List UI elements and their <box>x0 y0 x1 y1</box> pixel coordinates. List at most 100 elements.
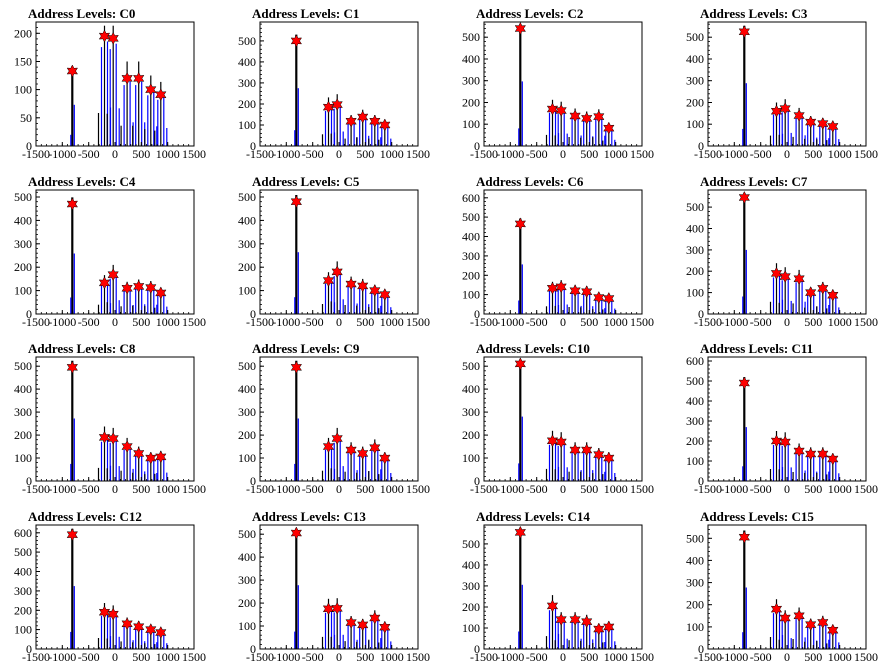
y-tick-label: 200 <box>238 260 256 274</box>
y-tick-label: 400 <box>686 553 704 567</box>
y-tick-label: 0 <box>26 642 32 656</box>
peak-marker <box>133 279 145 293</box>
panel-title: Address Levels: C4 <box>28 174 136 189</box>
panel-13: Address Levels: C13 0 100 200 300 400 500 -1500… <box>238 509 430 664</box>
plot-frame <box>483 356 643 482</box>
x-tick-label: -1000 <box>496 315 524 329</box>
panel-11: Address Levels: C11 0 100 200 300 400 500 600 -1… <box>686 341 878 496</box>
y-tick-label: 300 <box>238 573 256 587</box>
panel-title: Address Levels: C10 <box>476 341 590 356</box>
y-tick-label: 0 <box>698 307 704 321</box>
panel-12: Address Levels: C12 0 100 200 300 400 500 600 -1… <box>14 509 206 664</box>
peak-marker <box>581 443 593 457</box>
x-tick-label: -500 <box>526 650 548 664</box>
x-tick-label: 1500 <box>182 147 206 161</box>
x-tick-label: 500 <box>804 650 822 664</box>
y-tick-label: 600 <box>686 354 704 368</box>
y-tick-label: 200 <box>14 26 32 40</box>
y-tick-label: 300 <box>462 74 480 88</box>
y-tick-label: 200 <box>14 428 32 442</box>
peak-marker <box>145 280 157 295</box>
panel-15: Address Levels: C15 0 100 200 300 400 500 -1500… <box>686 509 878 664</box>
x-tick-label: -500 <box>526 315 548 329</box>
panel-title: Address Levels: C3 <box>700 6 808 21</box>
x-tick-label: -500 <box>750 482 772 496</box>
panel-title: Address Levels: C14 <box>476 509 590 524</box>
x-tick-label: 1500 <box>630 482 654 496</box>
x-tick-label: -1500 <box>246 650 274 664</box>
x-tick-label: 1500 <box>406 650 430 664</box>
peak-marker <box>98 430 111 444</box>
y-tick-label: 600 <box>14 526 32 540</box>
peak-marker <box>593 448 605 462</box>
panel-7: Address Levels: C70100200300400500-1500-… <box>686 174 878 329</box>
x-tick-label: -1000 <box>272 315 300 329</box>
peak-marker <box>779 102 791 116</box>
x-tick-label: 1000 <box>156 650 180 664</box>
peak-marker <box>345 114 357 128</box>
plot-frame <box>707 524 867 650</box>
plot-frame <box>259 189 419 315</box>
peak-marker <box>569 613 581 627</box>
peak-marker <box>345 443 357 457</box>
y-tick-label: 300 <box>238 237 256 251</box>
y-tick-label: 0 <box>26 307 32 321</box>
peak-marker <box>98 29 111 43</box>
y-tick-label: 200 <box>462 600 480 614</box>
peak-marker <box>133 446 145 461</box>
peak-marker <box>593 110 605 124</box>
x-tick-label: 500 <box>580 147 598 161</box>
y-tick-label: 0 <box>250 474 256 488</box>
panel-9: Address Levels: C90100200300400500-1500-… <box>238 341 430 496</box>
x-tick-label: 500 <box>132 482 150 496</box>
peak-marker <box>155 450 167 464</box>
x-tick-label: 500 <box>804 315 822 329</box>
x-tick-label: 1000 <box>828 650 852 664</box>
x-tick-label: -1500 <box>22 315 50 329</box>
y-tick-label: 400 <box>238 55 256 69</box>
plot-frame <box>259 524 419 650</box>
y-tick-label: 300 <box>686 74 704 88</box>
y-tick-label: 200 <box>462 96 480 110</box>
peak-marker <box>379 620 391 634</box>
x-tick-label: -1500 <box>22 482 50 496</box>
peak-marker <box>107 268 119 282</box>
x-tick-label: -500 <box>78 650 100 664</box>
y-tick-label: 500 <box>14 545 32 559</box>
peak-marker <box>805 447 817 461</box>
peak-marker <box>98 276 111 290</box>
x-tick-label: -1500 <box>694 315 722 329</box>
x-tick-label: 0 <box>336 482 342 496</box>
x-tick-label: 0 <box>112 147 118 161</box>
panel-title: Address Levels: C1 <box>252 6 359 21</box>
x-tick-label: 1500 <box>630 147 654 161</box>
y-tick-label: 100 <box>14 451 32 465</box>
y-tick-label: 100 <box>462 117 480 131</box>
peak-marker <box>121 281 133 295</box>
peak-marker <box>290 360 303 374</box>
y-tick-label: 100 <box>14 623 32 637</box>
peak-marker <box>379 118 391 132</box>
panel-3: Address Levels: C30100200300400500-1500-… <box>686 6 878 161</box>
peak-marker <box>770 434 783 448</box>
y-tick-label: 300 <box>462 579 480 593</box>
x-tick-label: 0 <box>784 315 790 329</box>
peak-marker <box>738 376 751 390</box>
x-tick-label: 0 <box>784 482 790 496</box>
y-tick-label: 200 <box>462 428 480 442</box>
peak-marker <box>121 617 133 631</box>
peak-marker <box>66 528 79 542</box>
panel-4: Address Levels: C40100200300400500-1500-… <box>14 174 206 329</box>
x-tick-label: 1000 <box>604 482 628 496</box>
x-tick-label: 0 <box>560 650 566 664</box>
x-tick-label: -1500 <box>470 315 498 329</box>
x-tick-label: -500 <box>526 147 548 161</box>
y-tick-label: 400 <box>462 230 480 244</box>
x-tick-label: -1500 <box>246 315 274 329</box>
x-tick-label: -1000 <box>720 482 748 496</box>
peak-marker <box>145 623 157 637</box>
y-tick-label: 500 <box>238 527 256 541</box>
x-tick-label: -500 <box>78 315 100 329</box>
peak-marker <box>805 618 817 632</box>
peak-marker <box>121 439 133 454</box>
